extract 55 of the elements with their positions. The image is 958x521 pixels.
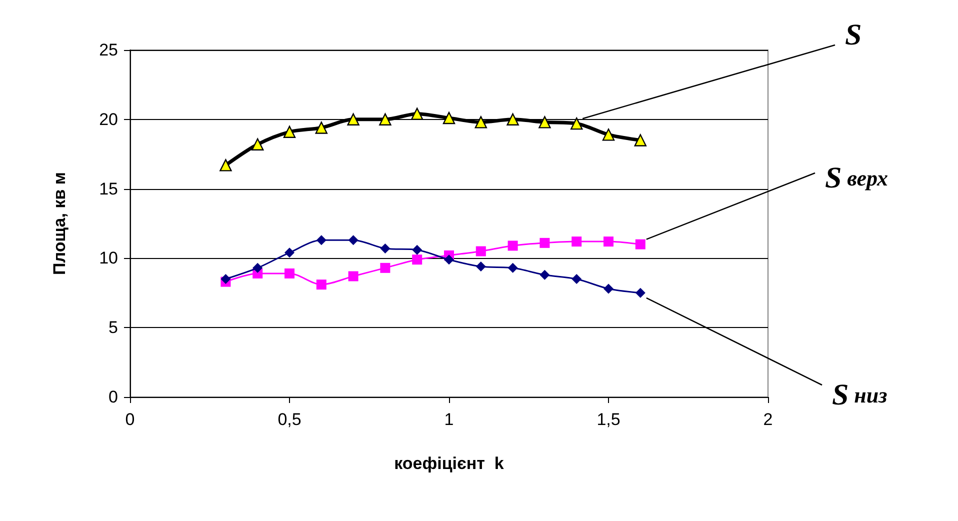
point	[252, 262, 263, 273]
point	[604, 284, 614, 294]
point	[635, 288, 646, 298]
point	[316, 280, 326, 290]
point	[348, 271, 358, 282]
point	[474, 116, 487, 128]
point	[604, 236, 614, 247]
point	[540, 238, 550, 248]
point	[347, 113, 360, 126]
point	[602, 128, 615, 141]
y-axis-title: Площа, кв м	[50, 172, 69, 275]
point	[380, 243, 390, 254]
point	[412, 254, 422, 265]
x-tick-label: 2	[763, 410, 773, 429]
point	[315, 122, 328, 134]
point	[284, 248, 294, 258]
point	[508, 240, 518, 251]
point	[284, 268, 294, 278]
point	[570, 117, 583, 130]
point	[476, 262, 486, 272]
text: S	[845, 18, 862, 52]
point	[508, 262, 518, 273]
x-axis-title: коефіцієнт k	[394, 454, 504, 473]
point	[220, 274, 231, 284]
y-tick-label: 0	[108, 388, 118, 406]
point	[540, 270, 550, 280]
x-tick-label: 0	[125, 410, 135, 429]
point	[379, 113, 392, 126]
point	[252, 138, 264, 150]
point	[442, 112, 456, 124]
point	[635, 239, 646, 250]
point	[538, 116, 551, 128]
point	[572, 274, 582, 284]
point	[412, 244, 422, 255]
y-tick-label: 10	[99, 248, 118, 268]
y-tick-label: 15	[99, 179, 118, 198]
point	[316, 235, 326, 246]
point	[348, 235, 358, 246]
point	[380, 262, 390, 273]
x-tick-label: 1	[444, 410, 454, 429]
point	[411, 108, 424, 120]
text: S верх	[825, 162, 888, 194]
y-tick-label: 5	[108, 318, 118, 338]
point	[220, 159, 232, 172]
x-tick-label: 0,5	[278, 410, 302, 429]
point	[572, 236, 582, 247]
point	[283, 126, 296, 138]
point	[444, 254, 454, 265]
y-tick-label: 25	[99, 40, 118, 60]
point	[506, 113, 519, 126]
y-tick-label: 20	[99, 110, 118, 129]
point	[476, 246, 486, 256]
text: S низ	[832, 378, 888, 412]
point	[634, 134, 646, 146]
x-tick-label: 1,5	[596, 410, 620, 429]
